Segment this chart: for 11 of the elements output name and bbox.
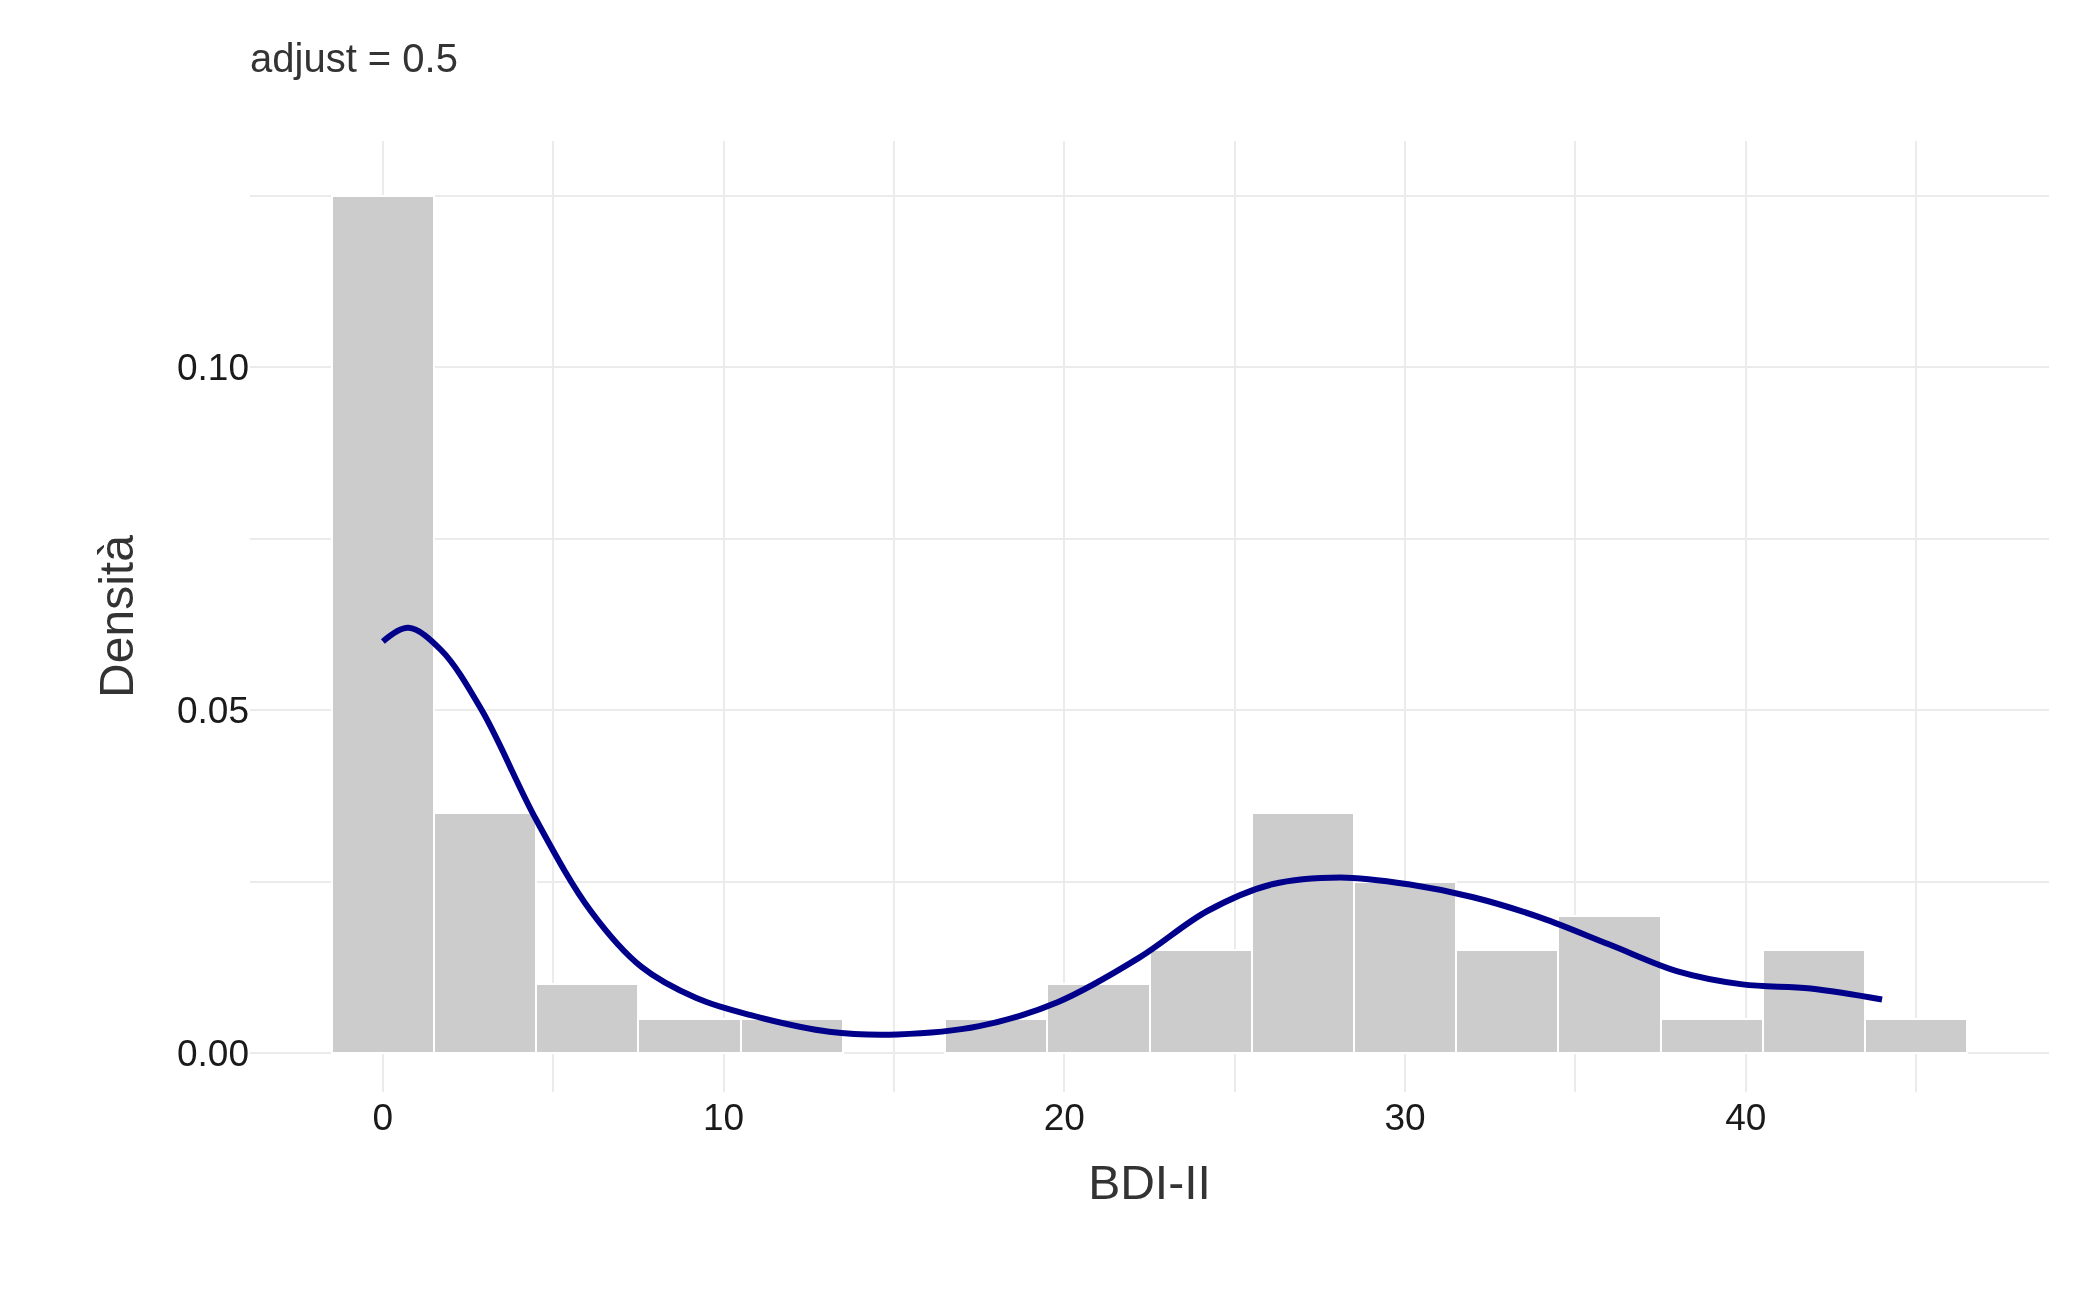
x-tick-label: 20 xyxy=(1043,1097,1085,1138)
y-tick-label: 0.05 xyxy=(176,690,249,732)
x-axis-title: BDI-II xyxy=(1088,1156,1211,1210)
y-axis-title: Densità xyxy=(89,534,143,698)
y-tick-label: 0.00 xyxy=(176,1032,249,1074)
chart-title: adjust = 0.5 xyxy=(250,36,458,81)
x-tick-label: 40 xyxy=(1725,1097,1767,1138)
x-tick-label: 10 xyxy=(703,1097,745,1138)
x-tick-label: 30 xyxy=(1384,1097,1426,1138)
y-tick-label: 0.10 xyxy=(176,347,249,389)
x-tick-label: 0 xyxy=(372,1097,394,1138)
